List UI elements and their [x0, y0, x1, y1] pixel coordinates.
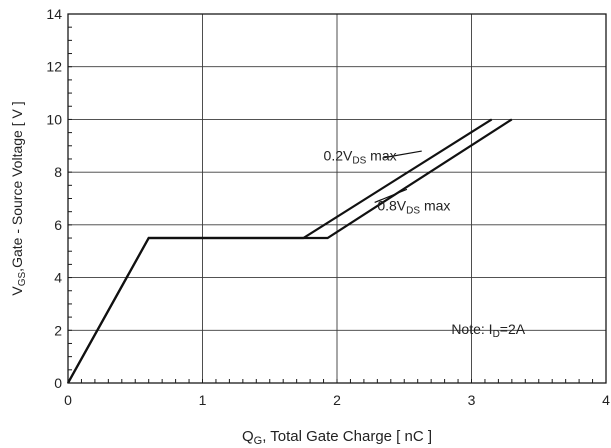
annotation-label-1: 0.2VDS max	[324, 147, 397, 166]
x-tick-label: 1	[199, 392, 207, 408]
series-line-1	[67, 118, 493, 384]
x-tick-label: 0	[64, 392, 72, 408]
x-tick-label: 3	[468, 392, 476, 408]
grid	[68, 14, 606, 383]
x-tick-label: 2	[333, 392, 341, 408]
annotation-leader	[383, 150, 422, 159]
y-tick-label: 14	[46, 6, 62, 22]
annotation-group: 0.2VDS max 0.8VDS max Note: ID=2A	[324, 147, 526, 340]
y-tick-label: 12	[46, 59, 62, 75]
y-tick-label: 2	[54, 322, 62, 338]
y-tick-label: 8	[54, 164, 62, 180]
y-tick-label: 10	[46, 111, 62, 127]
y-axis-label: VGS,Gate - Source Voltage [ V ]	[9, 101, 28, 295]
annotation-leader	[374, 188, 408, 204]
y-tick-label: 0	[54, 375, 62, 391]
annotation-label-2: 0.8VDS max	[377, 197, 450, 216]
series-group	[67, 118, 513, 384]
y-tick-label: 4	[54, 270, 62, 286]
x-axis-label: QG, Total Gate Charge [ nC ]	[242, 428, 432, 447]
y-tick-label: 6	[54, 217, 62, 233]
annotation-label-3: Note: ID=2A	[451, 321, 525, 340]
x-tick-label: 4	[602, 392, 610, 408]
series-line-2	[67, 118, 513, 384]
